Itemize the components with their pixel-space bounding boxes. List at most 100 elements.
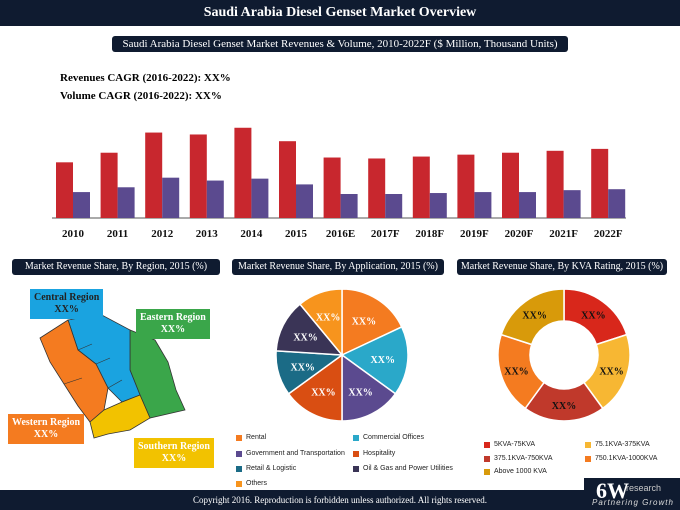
x-tick-2013: 2013 xyxy=(196,228,219,240)
logo-main: 6W xyxy=(596,478,629,503)
legend-item-above-1000-kva: Above 1000 KVA xyxy=(484,468,547,475)
legend-swatch xyxy=(585,441,591,448)
legend-label: Rental xyxy=(246,434,267,441)
legend-swatch xyxy=(236,465,242,472)
logo: 6W research Partnering Growth xyxy=(584,478,680,510)
bar-chart: 2010 2011 2012 2013 2014 2015 2016E 2017F 2018F 2… xyxy=(52,127,626,240)
legend-label: 75.1KVA-375KVA xyxy=(595,441,650,448)
bar-2020F-s1 xyxy=(502,152,519,218)
region-label-central: Central Region XX% xyxy=(30,289,104,319)
bar-2010-s2 xyxy=(73,192,90,218)
legend-label: Others xyxy=(246,480,268,487)
bar-2019F-s1 xyxy=(457,154,475,218)
logo-sub: research xyxy=(626,483,662,493)
eastern-region-name: Eastern Region xyxy=(140,312,206,323)
slice-label-1: XX% xyxy=(352,316,376,327)
x-tick-2015: 2015 xyxy=(285,228,308,240)
slice-label-3: XX% xyxy=(348,387,372,398)
legend-swatch xyxy=(484,441,490,448)
bar-2020F-s2 xyxy=(519,192,536,218)
region-label-western: Western Region XX% xyxy=(8,414,85,444)
legend-label: Above 1000 KVA xyxy=(494,468,547,475)
bar-2014-s1 xyxy=(234,127,252,218)
slice-above-1000-kva xyxy=(500,288,565,346)
legend-item-750-1kva-1000kva: 750.1KVA-1000KVA xyxy=(585,455,657,462)
legend-label: 375.1KVA-750KVA xyxy=(494,455,553,462)
legend-swatch xyxy=(353,434,359,441)
slice-government-and-transportation xyxy=(341,353,397,422)
slice-hospitality xyxy=(287,353,343,422)
bar-2015-s2 xyxy=(296,184,313,218)
x-tick-2022F: 2022F xyxy=(594,228,623,240)
southern-region-name: Southern Region xyxy=(138,441,210,452)
bar-2014-s2 xyxy=(251,178,269,218)
western-region-name: Western Region xyxy=(12,417,81,428)
slice-label-4: XX% xyxy=(311,387,335,398)
x-tick-2012: 2012 xyxy=(151,228,174,240)
slice-label-7: XX% xyxy=(316,312,340,323)
map-region-southern xyxy=(89,394,151,439)
legend-label: Commercial Offices xyxy=(363,434,424,441)
bar-2013-s2 xyxy=(206,180,224,218)
bar-2016E-s2 xyxy=(340,194,358,218)
application-panel-title: Market Revenue Share, By Application, 20… xyxy=(232,259,444,275)
x-tick-2019F: 2019F xyxy=(460,228,489,240)
x-tick-2021F: 2021F xyxy=(549,228,578,240)
bar-2022F-s2 xyxy=(608,189,626,218)
logo-tagline: Partnering Growth xyxy=(592,498,674,507)
western-region-value: XX% xyxy=(33,429,59,440)
legend-item-government-and-transportation: Government and Transportation xyxy=(236,450,345,457)
legend-swatch xyxy=(353,465,359,472)
bar-chart-title: Saudi Arabia Diesel Genset Market Revenu… xyxy=(112,36,568,52)
slice-commercial-offices xyxy=(340,325,409,395)
bar-2012-s2 xyxy=(162,177,180,218)
legend-swatch xyxy=(353,450,359,457)
legend-swatch xyxy=(236,434,242,441)
bar-2011-s1 xyxy=(100,152,118,218)
bar-2013-s1 xyxy=(189,134,207,218)
kva-panel-title: Market Revenue Share, By KVA Rating, 201… xyxy=(457,259,667,275)
legend-label: Oil & Gas and Power Utilities xyxy=(363,465,453,472)
central-region-value: XX% xyxy=(54,304,79,315)
x-tick-2018F: 2018F xyxy=(415,228,444,240)
slice-label-2: XX% xyxy=(371,355,395,366)
legend-swatch xyxy=(585,455,591,462)
bar-2017F-s1 xyxy=(368,158,386,218)
bar-2011-s2 xyxy=(117,187,135,218)
legend-swatch xyxy=(236,480,242,487)
bar-2018F-s2 xyxy=(429,193,447,218)
saudi-region-map xyxy=(39,313,186,439)
application-pie-chart: XX% XX% XX% XX% XX% XX% XX% xyxy=(275,288,409,422)
legend-item-375-1kva-750kva: 375.1KVA-750KVA xyxy=(484,455,553,462)
legend-item-rental: Rental xyxy=(236,434,266,441)
slice-label-3: XX% xyxy=(552,401,576,412)
x-tick-2011: 2011 xyxy=(107,228,128,240)
x-tick-2020F: 2020F xyxy=(505,228,534,240)
legend-item-5kva-75kva: 5KVA-75KVA xyxy=(484,441,535,448)
bar-2010-s1 xyxy=(56,162,73,218)
slice-rental xyxy=(341,288,403,357)
eastern-region-value: XX% xyxy=(160,324,186,335)
slice-label-5: XX% xyxy=(290,362,314,373)
legend-label: Government and Transportation xyxy=(246,450,345,457)
x-tick-2010: 2010 xyxy=(62,228,85,240)
legend-item-hospitality: Hospitality xyxy=(353,450,395,457)
legend-item-oil-gas-and-power-utilities: Oil & Gas and Power Utilities xyxy=(353,465,453,472)
legend-item-commercial-offices: Commercial Offices xyxy=(353,434,424,441)
legend-label: 5KVA-75KVA xyxy=(494,441,535,448)
bar-2021F-s1 xyxy=(546,150,564,218)
slice-label-6: XX% xyxy=(293,332,317,343)
page-title: Saudi Arabia Diesel Genset Market Overvi… xyxy=(0,0,680,26)
region-label-eastern: Eastern Region XX% xyxy=(136,309,210,339)
slice-label-5: XX% xyxy=(522,311,546,322)
x-tick-2017F: 2017F xyxy=(371,228,400,240)
slice-label-2: XX% xyxy=(599,366,623,377)
bar-2018F-s1 xyxy=(412,156,430,218)
legend-swatch xyxy=(484,455,490,462)
bar-2012-s1 xyxy=(145,132,163,218)
slice-label-1: XX% xyxy=(581,311,605,322)
bar-2022F-s1 xyxy=(591,148,609,218)
kva-donut-chart: XX% XX% XX% XX% XX% xyxy=(497,288,631,422)
legend-item-retail-logistic: Retail & Logistic xyxy=(236,465,296,472)
volume-cagr: Volume CAGR (2016-2022): XX% xyxy=(60,90,222,102)
